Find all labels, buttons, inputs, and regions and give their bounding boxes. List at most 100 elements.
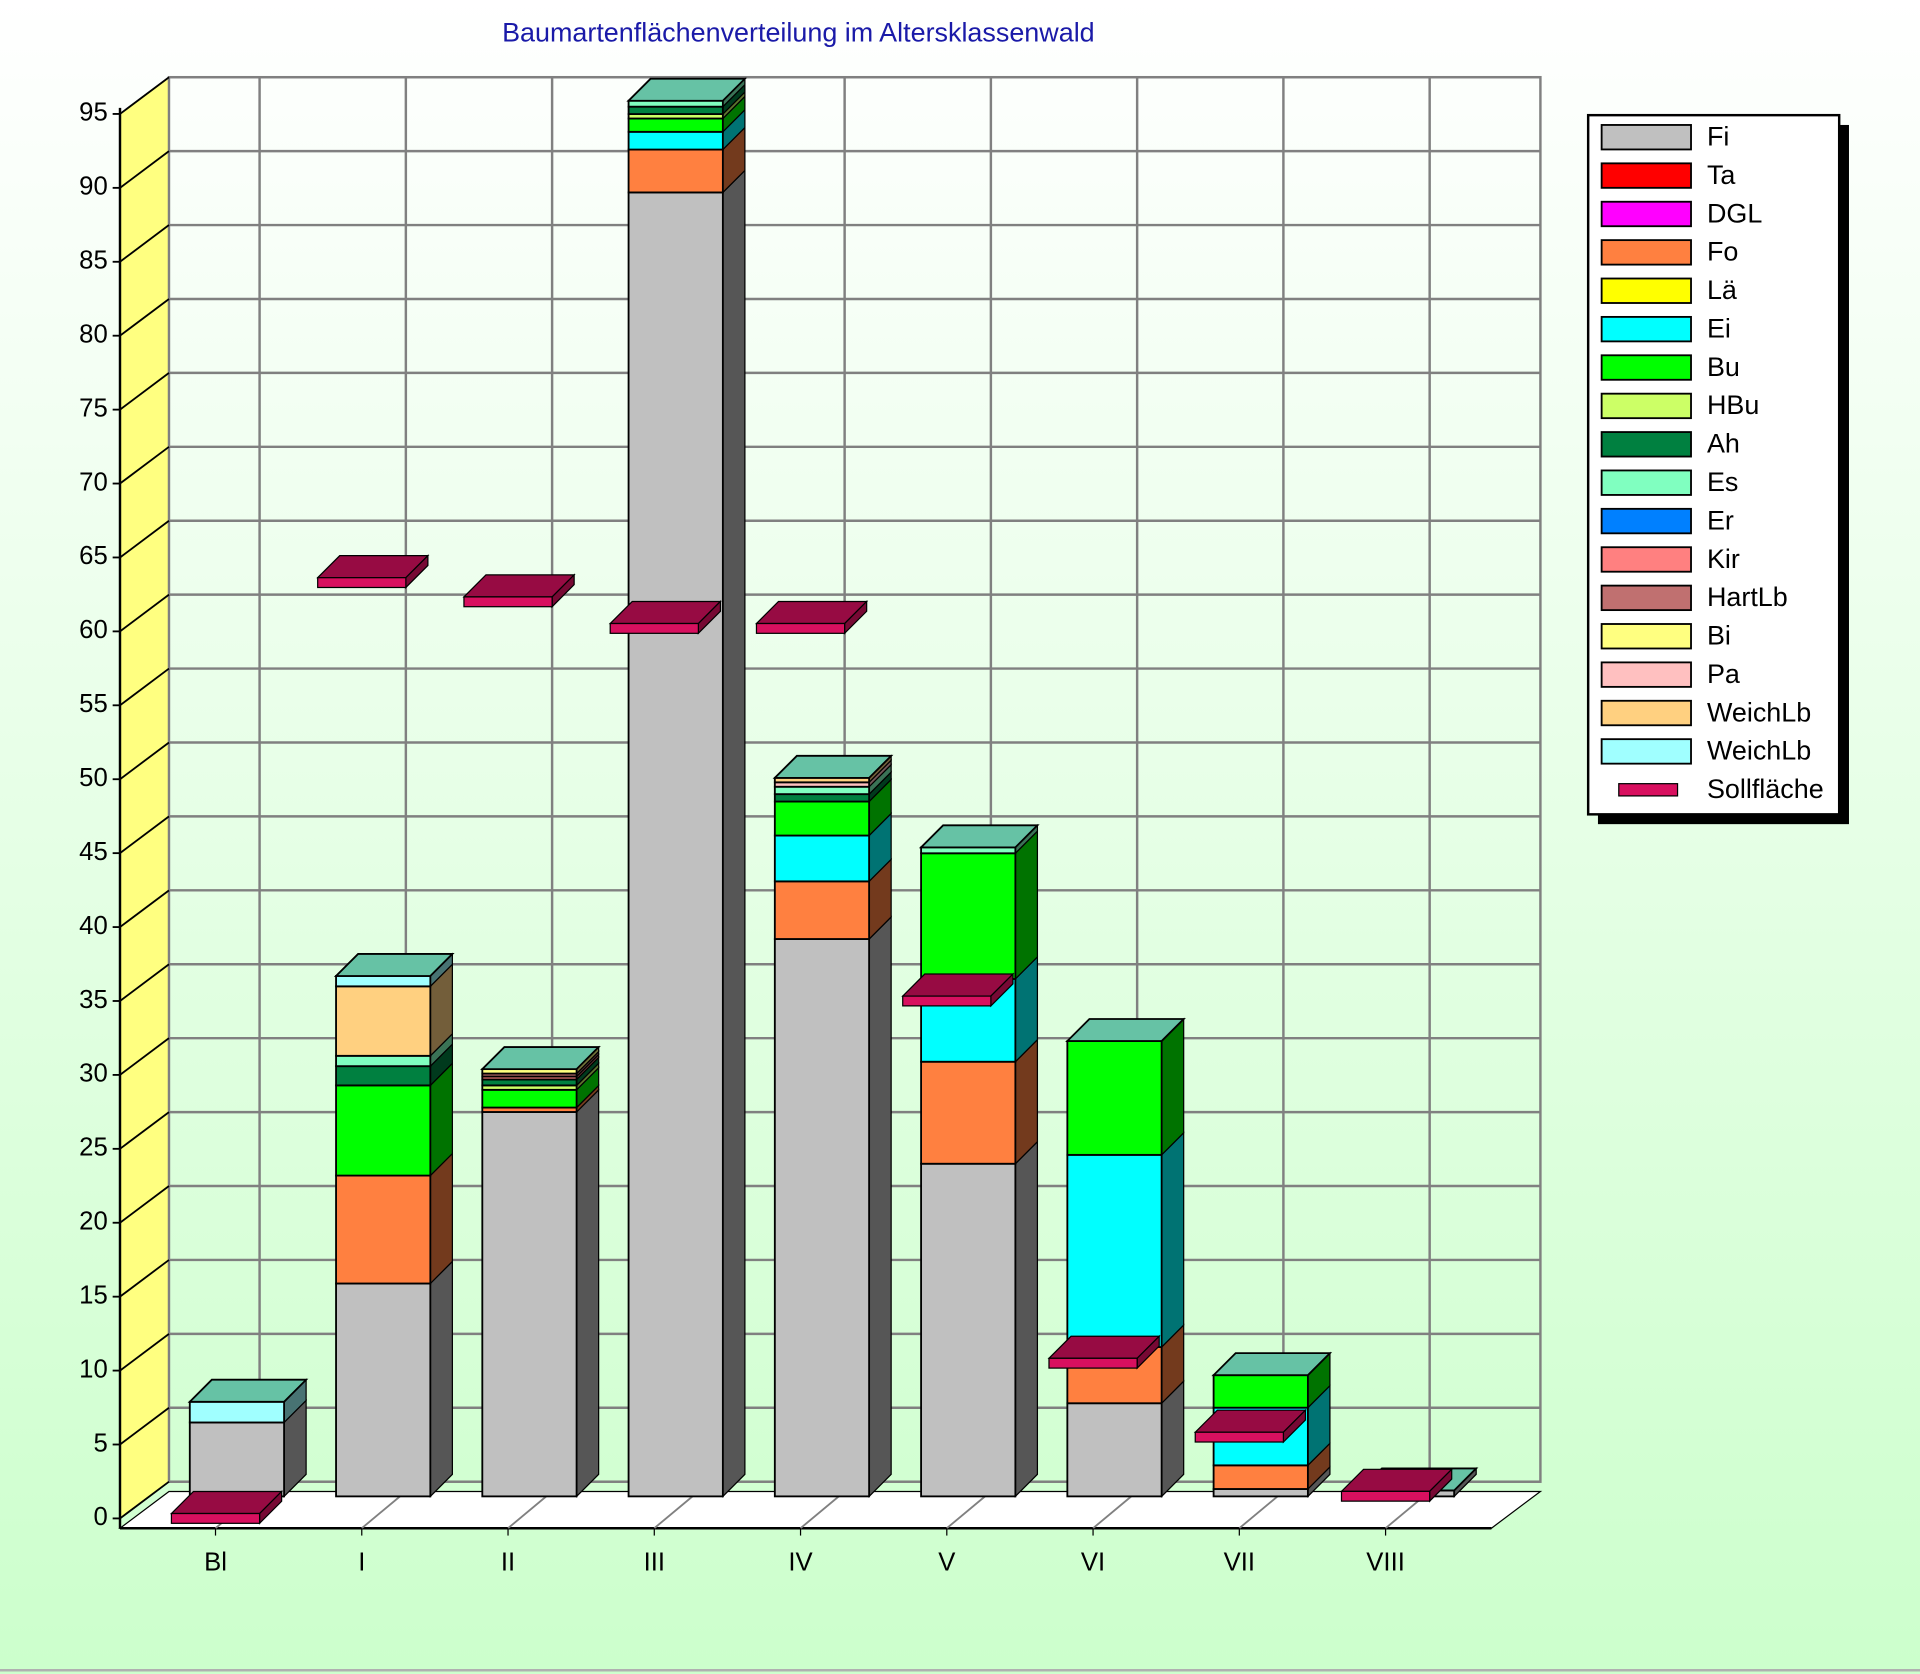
floor-line: [799, 1490, 846, 1529]
bar-side: [722, 168, 746, 1498]
x-tick-label: V: [938, 1549, 956, 1577]
legend-swatch: [1618, 783, 1679, 797]
legend-swatch: [1600, 584, 1692, 612]
bar-segment: [335, 1174, 432, 1285]
wall-grid-line: [119, 963, 170, 1002]
bar-segment: [481, 1088, 578, 1109]
wall-grid-line: [119, 298, 170, 337]
legend-label: Lä: [1707, 275, 1737, 305]
bar-top: [480, 1046, 601, 1071]
legend-swatch: [1600, 392, 1692, 420]
y-tick-label: 0: [93, 1503, 107, 1531]
wall-grid-line: [119, 741, 170, 780]
bar-segment: [627, 130, 724, 151]
wall-grid-line: [119, 1185, 170, 1224]
x-tick-label: Bl: [204, 1549, 227, 1577]
legend-label: Ta: [1707, 160, 1735, 190]
legend-swatch: [1600, 277, 1692, 304]
y-tick-label: 90: [79, 173, 108, 201]
bar-segment: [773, 785, 871, 796]
floor-line: [653, 1490, 699, 1529]
bar-segment: [335, 1084, 432, 1177]
y-tick-label: 35: [79, 986, 108, 1014]
bar-segment: [188, 1421, 285, 1498]
legend-swatch: [1600, 623, 1692, 650]
wall-grid-line: [119, 76, 170, 115]
x-tick-label: II: [501, 1549, 515, 1577]
bar-segment: [1212, 1464, 1309, 1490]
legend-label: Er: [1707, 505, 1734, 535]
bar-segment: [773, 938, 871, 1498]
x-tick-label: III: [644, 1549, 665, 1577]
legend-swatch: [1600, 738, 1692, 765]
wall-grid-line: [119, 1407, 170, 1446]
wall-grid-line: [119, 519, 170, 559]
bar-segment: [481, 1111, 578, 1498]
bar-side: [1014, 1140, 1039, 1498]
target-marker: [1340, 1490, 1431, 1502]
wall-grid-line: [119, 1333, 170, 1372]
wall-grid-line: [119, 372, 170, 411]
legend: Fi Ta DGL Fo Lä Ei Bu HBu Ah Es Er Kir HartLb Bi Pa Wei…: [1586, 113, 1849, 825]
wall-grid-line: [119, 593, 170, 633]
wall-grid-line: [119, 889, 170, 928]
bar-segment: [627, 148, 724, 194]
legend-swatch: [1600, 124, 1692, 151]
bar-segment: [335, 1065, 432, 1087]
target-marker: [902, 995, 992, 1007]
x-tick-label: I: [358, 1549, 365, 1577]
wall-grid-line: [119, 1480, 170, 1520]
bar-segment: [627, 105, 724, 115]
legend-swatch: [1600, 431, 1692, 458]
legend-swatch: [1600, 200, 1692, 228]
legend-label: Ah: [1707, 429, 1740, 459]
bar-side: [429, 1259, 453, 1498]
legend-swatch: [1600, 661, 1692, 688]
bar-segment: [335, 1054, 432, 1068]
y-tick-label: 5: [93, 1429, 107, 1457]
x-tick-label: IV: [788, 1549, 813, 1577]
target-marker: [1048, 1357, 1138, 1369]
bar-segment: [1212, 1374, 1309, 1409]
legend-label: Ei: [1707, 313, 1731, 343]
bar-segment: [773, 834, 871, 883]
y-tick-label: 95: [79, 99, 108, 127]
floor-line: [1092, 1490, 1138, 1529]
bar-segment: [1066, 1040, 1163, 1156]
bar-segment: [773, 793, 871, 803]
target-marker: [1194, 1431, 1285, 1443]
bar-segment: [773, 880, 871, 940]
y-tick-label: 25: [79, 1134, 108, 1162]
bar-side: [1161, 1017, 1185, 1157]
bar-segment: [335, 985, 432, 1057]
legend-label: Fi: [1707, 122, 1729, 152]
legend-box: [1586, 113, 1841, 816]
wall-grid-line: [119, 667, 170, 707]
y-tick-label: 60: [79, 616, 108, 644]
legend-label: Fo: [1707, 237, 1738, 267]
legend-label: Pa: [1707, 659, 1740, 689]
legend-label: Kir: [1707, 544, 1740, 574]
bar-top: [918, 824, 1040, 849]
left-wall: [119, 75, 170, 1520]
legend-swatch: [1600, 507, 1692, 535]
bar-segment: [335, 1282, 432, 1498]
wall-grid-line: [119, 150, 170, 189]
floor-line: [507, 1490, 553, 1529]
legend-swatch: [1600, 354, 1692, 381]
wall-grid-line: [119, 1259, 170, 1298]
bar-segment: [920, 852, 1017, 980]
plot-area: 0 5 10 15 20 25 30 35 40 45 50 55 60 65 70 75 80 85 90 95 Bl…: [79, 75, 1543, 1577]
bar-top: [626, 77, 748, 102]
y-tick-label: 40: [79, 912, 108, 940]
y-tick-label: 70: [79, 468, 108, 496]
floor-line: [946, 1490, 992, 1529]
target-marker: [170, 1512, 261, 1524]
bar-side: [575, 1088, 600, 1498]
x-tick-label: VIII: [1366, 1549, 1405, 1577]
bar-segment: [920, 1060, 1017, 1165]
bar-side: [1014, 829, 1039, 981]
bar-segment: [627, 191, 724, 1498]
y-tick-label: 15: [79, 1281, 108, 1309]
